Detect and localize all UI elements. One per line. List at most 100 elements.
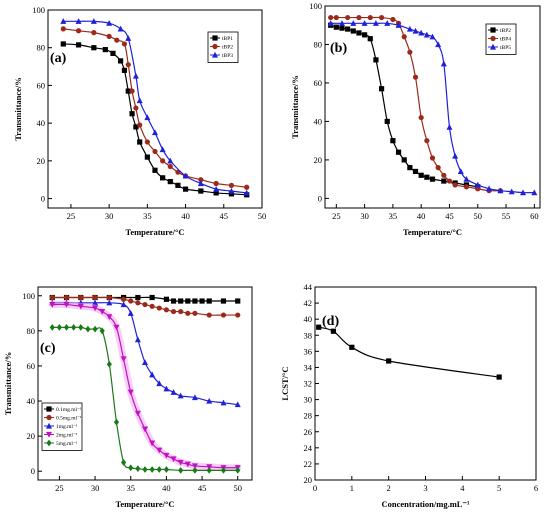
- data-point: [345, 26, 351, 32]
- data-point: [345, 14, 351, 21]
- data-point: [137, 122, 143, 128]
- x-tick-label: 45: [220, 211, 229, 221]
- y-tick-label: 40: [304, 314, 313, 324]
- data-point: [163, 452, 170, 459]
- data-point: [127, 389, 134, 396]
- data-point: [120, 301, 127, 308]
- data-point: [191, 463, 198, 470]
- legend: 0.1mg.ml⁻¹ 0.5mg.ml⁻¹ 1mg.ml⁻¹ 2mg.ml⁻¹ 5mg.…: [41, 402, 83, 451]
- data-point: [206, 312, 212, 318]
- y-tick-label: 100: [32, 5, 45, 15]
- x-tick-label: 50: [258, 211, 267, 221]
- data-point: [412, 74, 419, 80]
- plot-frame: [37, 286, 253, 481]
- data-point: [152, 129, 158, 136]
- data-point: [220, 466, 227, 474]
- series-0.5mg.ml⁻¹: [49, 294, 241, 318]
- data-point: [401, 34, 407, 40]
- data-point: [384, 20, 391, 26]
- data-point: [220, 298, 227, 304]
- data-point: [156, 305, 162, 311]
- data-point: [160, 158, 166, 164]
- data-point: [220, 399, 227, 406]
- y-tick-label: 24: [304, 443, 313, 453]
- data-point: [429, 155, 436, 161]
- plot-frame: [324, 5, 541, 209]
- data-point: [142, 466, 148, 473]
- data-point: [235, 466, 241, 474]
- data-point: [77, 303, 84, 310]
- series-line: [330, 24, 478, 188]
- data-point: [330, 328, 337, 334]
- data-point: [163, 385, 170, 392]
- data-point: [182, 172, 189, 179]
- data-point: [424, 174, 430, 180]
- y-tick-label: 20: [304, 475, 313, 485]
- data-point: [134, 410, 141, 417]
- legend-entry-label: tBP5: [500, 45, 511, 51]
- panel-label: (d): [322, 314, 339, 329]
- x-tick-label: 25: [55, 483, 64, 493]
- x-tick-label: 30: [91, 483, 100, 493]
- data-point: [497, 187, 504, 194]
- data-point: [395, 22, 402, 28]
- x-tick-label: 1: [350, 483, 354, 493]
- data-point: [92, 294, 98, 301]
- y-tick-label: 40: [37, 118, 46, 128]
- data-point: [133, 105, 139, 111]
- y-tick-label: 36: [304, 346, 313, 356]
- data-point: [121, 296, 127, 302]
- y-tick-label: 44: [304, 282, 313, 292]
- data-point: [85, 325, 91, 333]
- data-point: [128, 464, 134, 472]
- data-point: [136, 97, 143, 104]
- data-point: [63, 301, 70, 308]
- data-point: [92, 325, 98, 333]
- data-point: [63, 294, 70, 301]
- series-tBP2: [60, 26, 250, 190]
- data-point: [206, 466, 212, 474]
- y-axis-label: LCST/°C: [280, 366, 290, 400]
- data-point: [121, 41, 128, 47]
- series-tBP5: [327, 20, 538, 196]
- data-point: [99, 308, 106, 315]
- series-2mg.ml⁻¹: [48, 300, 242, 472]
- legend-swatch-marker: [212, 43, 218, 50]
- data-point: [423, 31, 430, 38]
- legend-entry-label: tBP1: [222, 36, 233, 42]
- data-point: [440, 60, 447, 67]
- legend-entry-label: 0.5mg.ml⁻¹: [56, 416, 82, 422]
- y-tick-label: 20: [37, 156, 46, 166]
- data-point: [117, 25, 124, 32]
- data-point: [49, 323, 55, 331]
- panel-label: (b): [330, 41, 347, 56]
- data-point: [170, 308, 177, 315]
- data-point: [244, 184, 250, 190]
- x-tick-label: 2: [387, 483, 391, 493]
- data-point: [114, 37, 120, 43]
- x-tick-label: 40: [417, 211, 426, 221]
- data-point: [91, 45, 97, 51]
- data-point: [367, 36, 373, 42]
- data-point: [121, 67, 128, 73]
- data-point: [338, 20, 345, 26]
- x-axis-label: Temperature/°C: [125, 227, 184, 237]
- data-point: [474, 181, 481, 188]
- data-point: [142, 426, 148, 433]
- data-point: [60, 26, 66, 32]
- data-point: [90, 18, 97, 24]
- data-point: [78, 294, 84, 301]
- data-point: [372, 20, 379, 26]
- y-tick-label: 20: [314, 155, 323, 165]
- data-point: [228, 187, 235, 194]
- data-point: [367, 14, 373, 21]
- data-point: [177, 392, 184, 399]
- x-tick-label: 40: [162, 483, 171, 493]
- data-point: [185, 298, 191, 304]
- data-point: [243, 189, 250, 196]
- data-point: [316, 324, 322, 330]
- data-point: [412, 168, 419, 175]
- data-point: [144, 154, 150, 160]
- series-1: [316, 324, 502, 380]
